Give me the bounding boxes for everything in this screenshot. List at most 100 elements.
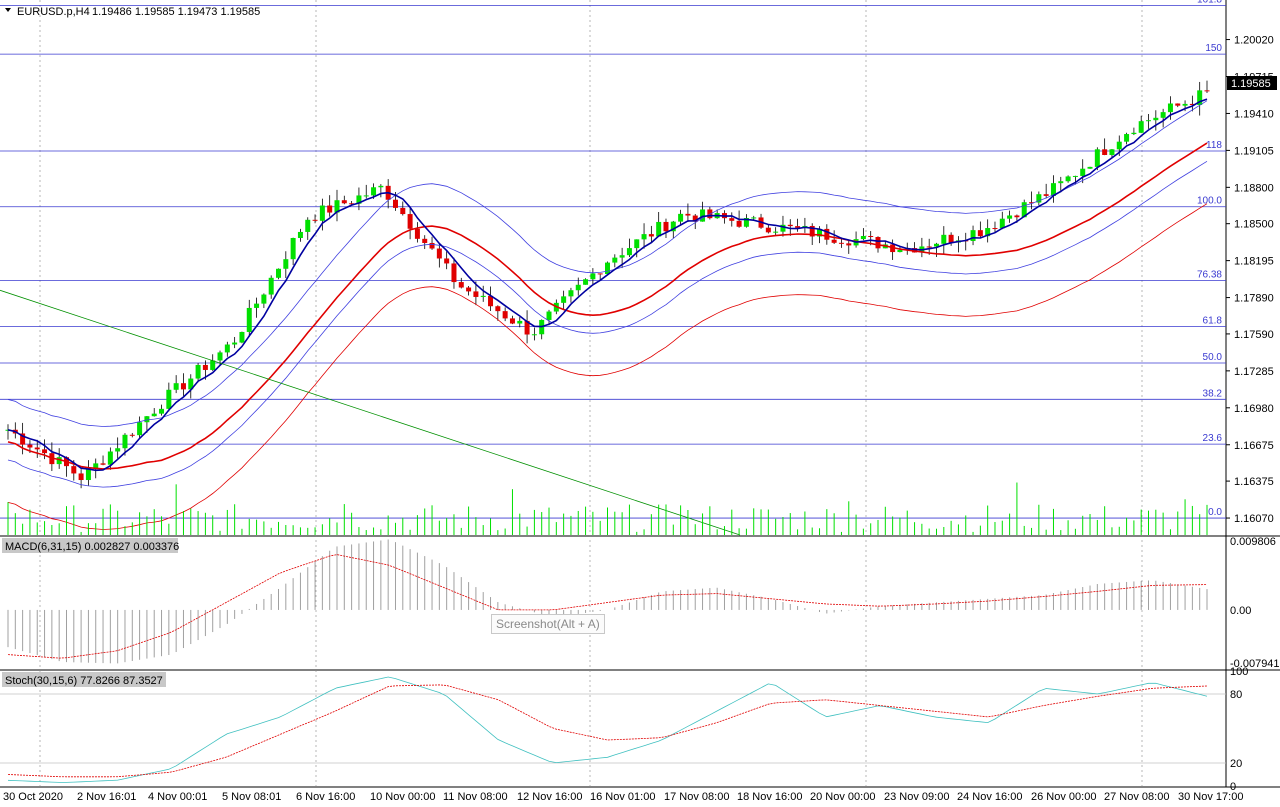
outer-band [7,203,1208,530]
y-tick-label: 1.18500 [1234,219,1274,231]
candle-body [1021,202,1027,218]
candle-body [232,342,238,345]
candle-body [407,214,413,229]
candle-body [575,284,581,291]
candle-body [159,408,165,414]
symbol-label: EURUSD.p,H4 [17,6,90,18]
candle-body [1109,149,1115,155]
trend-line [0,289,741,536]
time-label: 12 Nov 16:00 [517,791,582,803]
candle-body [583,279,589,285]
candle-body [283,259,289,269]
candle-body [56,457,62,465]
candle-body [729,218,735,221]
candle-body [1204,90,1210,92]
fib-level-label: 38.2 [1203,388,1223,399]
time-label: 27 Nov 08:00 [1104,791,1169,803]
upper-band [7,100,1208,427]
candle-body [619,255,625,258]
candle-body [488,295,494,307]
candle-body [327,205,333,213]
candle-body [188,378,194,390]
candle-body [948,234,954,243]
fib-levels: 161.8 150 118 100.0 76.38 61.8 50.0 38.2 23.6 0.0 [0,0,1226,519]
time-label: 5 Nov 08:01 [222,791,281,803]
candle-body [1043,194,1049,196]
candle-body [838,242,844,244]
time-label: 24 Nov 16:00 [957,791,1022,803]
dropdown-icon[interactable] [5,8,11,12]
candle-body [451,263,457,283]
ohlc-values: 1.19486 1.19585 1.19473 1.19585 [92,6,260,18]
candle-body [678,213,684,222]
fib-level-label: 118 [1206,140,1222,151]
stoch-tick-label: 100 [1230,666,1248,678]
candle-body [1116,141,1122,150]
grid-lines [0,0,1280,788]
candle-body [93,463,99,469]
time-label: 6 Nov 16:00 [296,791,355,803]
candle-body [195,364,201,379]
y-tick-label: 1.20020 [1234,35,1274,47]
candle-body [765,227,771,233]
time-label: 2 Nov 16:01 [77,791,136,803]
candle-body [634,239,640,249]
candle-body [941,234,947,244]
time-label: 4 Nov 00:01 [148,791,207,803]
time-label: 30 Nov 17:00 [1178,791,1243,803]
candle-body [605,262,610,275]
candle-body [773,231,779,233]
candle-body [42,449,48,454]
candle-body [319,205,325,221]
macd-tick-label: 0.00 [1230,605,1251,617]
candle-body [297,231,303,239]
candle-body [1189,103,1195,105]
candle-body [137,422,143,436]
candle-body [27,444,33,448]
candle-body [100,463,106,465]
screenshot-tooltip: Screenshot(Alt + A) [491,614,605,634]
candle-body [751,217,757,219]
candle-body [254,303,260,308]
candle-body [999,218,1005,229]
candle-body [926,246,932,248]
candle-body [444,258,450,264]
candle-body [626,248,632,256]
candle-body [985,228,991,237]
candle-body [458,282,464,288]
y-tick-label: 1.17590 [1234,329,1274,341]
macd-label: MACD(6,31,15) 0.002827 0.003376 [5,541,179,553]
stoch-main-line [7,676,1208,783]
time-label: 30 Oct 2020 [3,791,63,803]
candle-body [173,383,179,390]
candle-body [670,221,676,232]
candle-body [85,468,91,481]
price-panel [0,80,1210,536]
candle-body [305,219,311,232]
current-price-tag: 1.19585 [1227,76,1277,90]
time-label: 10 Nov 00:00 [370,791,435,803]
candle-body [356,195,362,204]
candle-body [1080,168,1086,176]
candle-body [1087,166,1093,169]
candle-body [897,249,903,253]
candle-body [531,334,537,336]
candle-body [780,224,786,232]
candle-body [1197,90,1203,105]
candle-body [115,448,121,452]
candle-body [414,228,420,239]
candle-body [875,237,881,249]
candle-body [34,447,40,450]
candle-body [429,242,435,249]
time-label: 17 Nov 08:00 [664,791,729,803]
candle-body [495,306,501,312]
candle-body [261,294,267,304]
candle-body [1138,121,1144,133]
time-label: 20 Nov 00:00 [810,791,875,803]
candle-body [502,311,508,319]
candle-body [78,473,84,481]
candle-body [400,207,406,215]
time-label: 16 Nov 01:00 [590,791,655,803]
candle-body [970,230,976,241]
